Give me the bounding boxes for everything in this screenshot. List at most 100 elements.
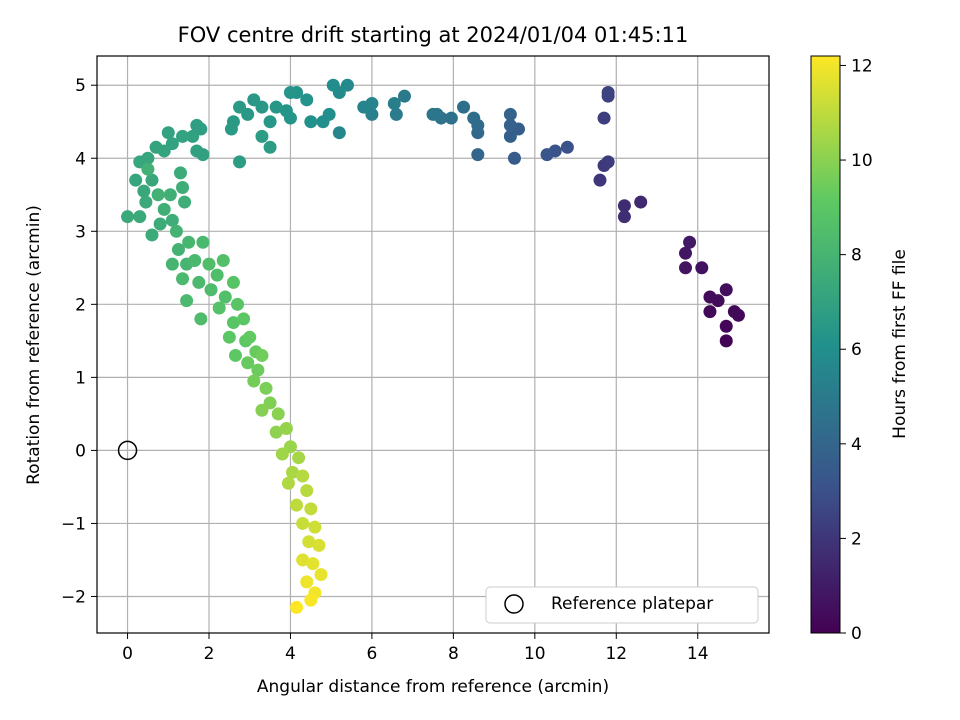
data-point <box>216 254 230 268</box>
data-point <box>285 465 299 479</box>
y-tick-label: −1 <box>61 514 86 534</box>
data-point <box>601 155 615 169</box>
data-point <box>719 334 733 348</box>
data-point <box>204 283 218 297</box>
data-point <box>255 129 269 143</box>
data-point <box>180 294 194 308</box>
data-point <box>507 151 521 165</box>
data-point <box>137 184 151 198</box>
data-point <box>719 319 733 333</box>
data-point <box>247 93 261 107</box>
data-point <box>290 600 304 614</box>
data-point <box>255 348 269 362</box>
colorbar-tick-label: 6 <box>851 340 862 360</box>
data-point <box>121 210 135 224</box>
data-point <box>145 173 159 187</box>
data-point <box>178 195 192 209</box>
chart-title: FOV centre drift starting at 2024/01/04 … <box>178 23 689 47</box>
data-point <box>292 451 306 465</box>
data-point <box>149 140 163 154</box>
data-point <box>269 100 283 114</box>
data-point <box>560 140 574 154</box>
data-point <box>300 575 314 589</box>
colorbar <box>810 55 841 634</box>
y-tick-label: −2 <box>61 587 86 607</box>
data-point <box>467 111 481 125</box>
data-point <box>251 363 265 377</box>
x-axis-ticks: 0 2 4 6 8 10 12 14 <box>122 633 709 664</box>
data-point <box>314 568 328 582</box>
data-point <box>332 126 346 140</box>
data-point <box>316 115 330 129</box>
legend-box <box>485 586 759 624</box>
reference-platepar-marker <box>117 440 138 461</box>
y-tick-label: 4 <box>75 149 86 169</box>
data-points <box>121 78 745 614</box>
data-point <box>218 290 232 304</box>
data-point <box>228 348 242 362</box>
data-point <box>233 155 247 169</box>
x-tick-label: 4 <box>285 644 296 664</box>
legend-marker <box>504 594 524 614</box>
data-point <box>196 148 210 162</box>
colorbar-tick-label: 10 <box>851 151 873 171</box>
data-point <box>617 210 631 224</box>
x-tick-label: 2 <box>204 644 215 664</box>
legend-label: Reference platepar <box>551 594 713 614</box>
x-tick-label: 0 <box>122 644 133 664</box>
x-tick-label: 12 <box>605 644 627 664</box>
data-point <box>503 129 517 143</box>
data-point <box>389 107 403 121</box>
data-point <box>326 78 340 92</box>
data-point <box>471 148 485 162</box>
y-axis-label: Rotation from reference (arcmin) <box>24 205 44 485</box>
data-point <box>269 425 283 439</box>
data-point <box>617 199 631 213</box>
data-point <box>300 93 314 107</box>
data-point <box>210 268 224 282</box>
data-point <box>597 111 611 125</box>
data-point <box>190 118 204 132</box>
data-point <box>357 100 371 114</box>
data-point <box>679 246 693 260</box>
data-point <box>259 381 273 395</box>
data-point <box>176 129 190 143</box>
y-tick-label: 0 <box>75 441 86 461</box>
data-point <box>212 301 226 315</box>
colorbar-tick-label: 4 <box>851 435 862 455</box>
data-point <box>308 520 322 534</box>
data-point <box>141 162 155 176</box>
data-point <box>397 89 411 103</box>
data-point <box>263 115 277 129</box>
data-point <box>503 107 517 121</box>
data-point <box>679 261 693 275</box>
data-point <box>593 173 607 187</box>
data-point <box>275 447 289 461</box>
data-point <box>290 498 304 512</box>
data-point <box>222 330 236 344</box>
data-point <box>296 469 310 483</box>
data-point <box>226 275 240 289</box>
data-point <box>306 557 320 571</box>
data-point <box>263 140 277 154</box>
data-point <box>719 283 733 297</box>
data-point <box>194 312 208 326</box>
data-point <box>231 297 245 311</box>
data-point <box>703 290 717 304</box>
data-point <box>165 213 179 227</box>
data-point <box>271 407 285 421</box>
data-point <box>695 261 709 275</box>
data-point <box>304 115 318 129</box>
data-point <box>151 188 165 202</box>
x-tick-label: 14 <box>687 644 709 664</box>
data-point <box>540 148 554 162</box>
data-point <box>304 593 318 607</box>
y-tick-label: 3 <box>75 222 86 242</box>
plot-frame <box>96 55 770 634</box>
data-point <box>387 96 401 110</box>
data-point <box>202 257 216 271</box>
data-point <box>226 316 240 330</box>
data-point <box>247 374 261 388</box>
y-tick-label: 1 <box>75 368 86 388</box>
